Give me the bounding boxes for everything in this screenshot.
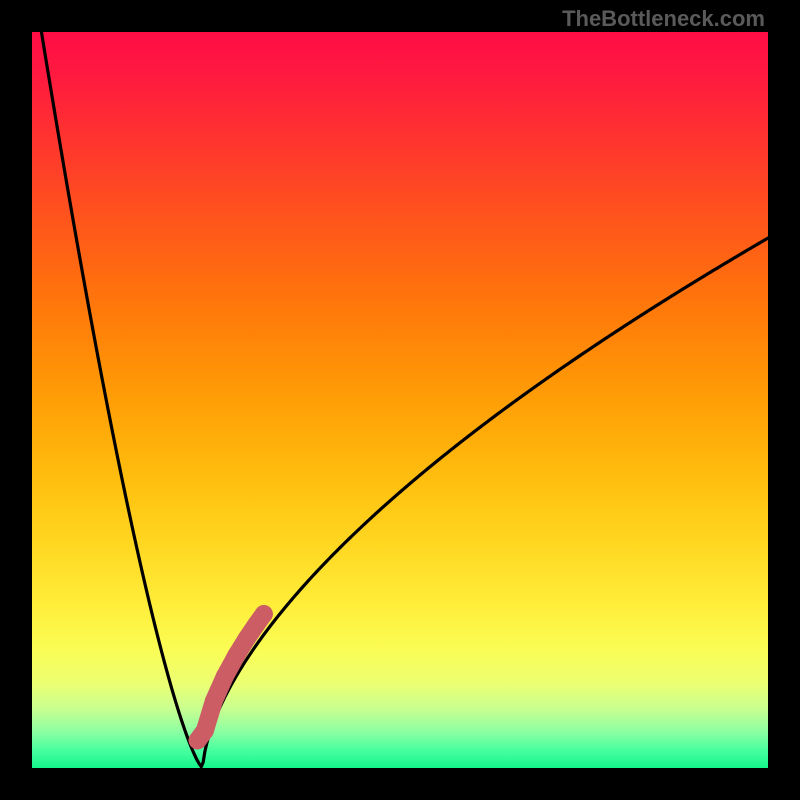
bottleneck-curve: [32, 0, 768, 767]
watermark-text: TheBottleneck.com: [562, 6, 765, 32]
trough-marker: [189, 605, 273, 749]
chart-svg: [0, 0, 800, 800]
chart-container: TheBottleneck.com: [0, 0, 800, 800]
